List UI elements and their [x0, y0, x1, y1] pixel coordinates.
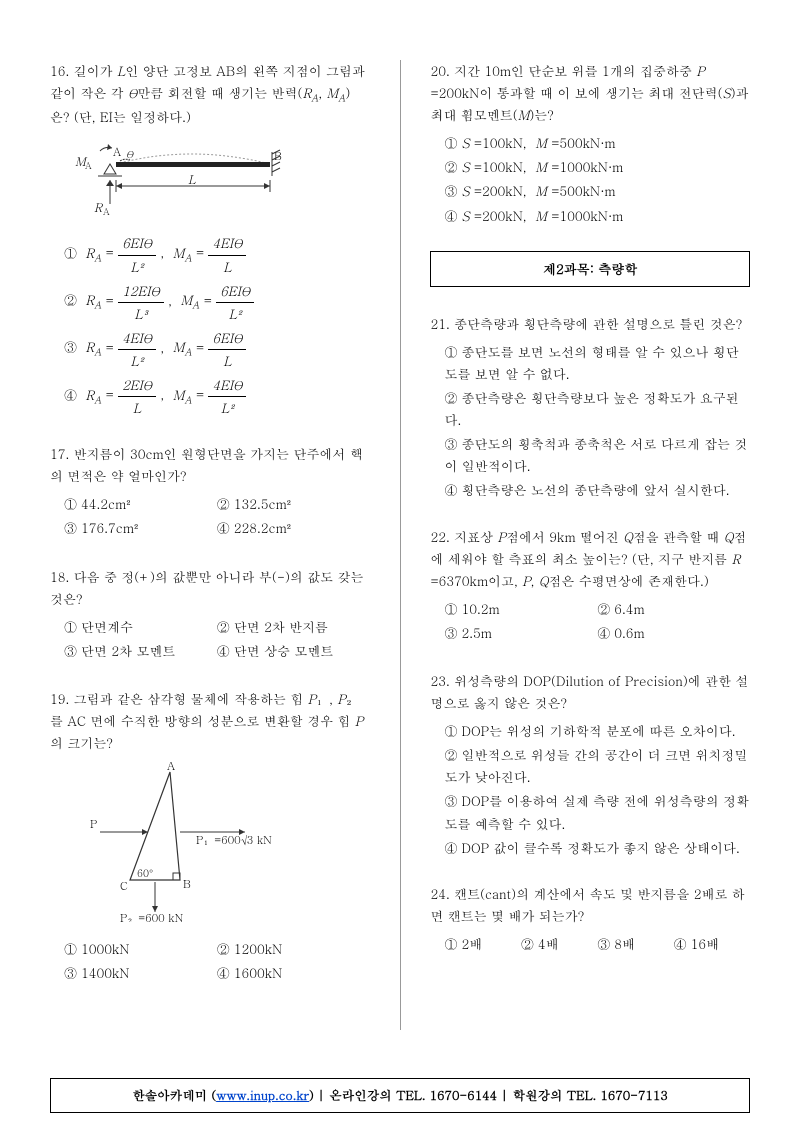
- q21-num: 21.: [430, 314, 449, 333]
- q17-opt2: ②132.5cm²: [217, 493, 370, 515]
- q16-options: ① RA = 6EIθL² , MA = 4EIθL ② RA = 12EIθL…: [50, 232, 370, 419]
- svg-text:L: L: [188, 171, 197, 188]
- svg-text:A: A: [113, 145, 121, 160]
- q19-opt1: ①1000kN: [64, 938, 217, 960]
- q22-text: 22. 지표상 P점에서 9km 떨어진 Q점을 관측할 때 Q점에 세워야 할…: [430, 526, 750, 592]
- svg-text:60°: 60°: [137, 866, 153, 880]
- question-23: 23. 위성측량의 DOP(Dilution of Precision)에 관한…: [430, 670, 750, 859]
- question-20: 20. 지간 10m인 단순보 위를 1개의 집중하중 P =200kN이 통과…: [430, 60, 750, 227]
- q24-opt3: ③8배: [597, 933, 673, 955]
- q20-opt4: ④S =200kN, M =1000kN·m: [444, 205, 750, 227]
- svg-text:B: B: [183, 877, 191, 892]
- question-18: 18. 다음 중 정(+)의 값뿐만 아니라 부(-)의 값도 갖는 것은? ①…: [50, 566, 370, 664]
- q16-opt4: ④ RA = 2EIθL , MA = 4EIθL²: [64, 374, 370, 419]
- question-21: 21. 종단측량과 횡단측량에 관한 설명으로 틀린 것은? ①종단도를 보면 …: [430, 313, 750, 502]
- q18-opt2: ②단면 2차 반지름: [217, 616, 370, 638]
- q17-text: 17. 반지름이 30cm인 원형단면을 가지는 단주에서 핵의 면적은 약 얼…: [50, 443, 370, 487]
- q17-opt1: ①44.2cm²: [64, 493, 217, 515]
- section-title: 제2과목: 측량학: [430, 251, 750, 287]
- footer-rest: ) | 온라인강의 TEL. 1670-6144 | 학원강의 TEL. 167…: [309, 1086, 668, 1104]
- q18-text: 18. 다음 중 정(+)의 값뿐만 아니라 부(-)의 값도 갖는 것은?: [50, 566, 370, 610]
- q20-opt1: ①S =100kN, M =500kN·m: [444, 132, 750, 154]
- svg-text:θ: θ: [126, 147, 134, 161]
- q18-opt4: ④단면 상승 모멘트: [217, 640, 370, 662]
- q18-opt1: ①단면계수: [64, 616, 217, 638]
- q24-opt1: ①2배: [444, 933, 520, 955]
- q22-opt3: ③2.5m: [444, 622, 597, 644]
- q22-num: 22.: [430, 527, 449, 546]
- q22-opt4: ④0.6m: [597, 622, 750, 644]
- q19-options: ①1000kN ②1200kN ③1400kN ④1600kN: [50, 938, 370, 986]
- footer-brand: 한솔아카데미 (: [132, 1086, 216, 1104]
- q23-text: 23. 위성측량의 DOP(Dilution of Precision)에 관한…: [430, 670, 750, 714]
- q19-opt2: ②1200kN: [217, 938, 370, 960]
- q20-text: 20. 지간 10m인 단순보 위를 1개의 집중하중 P =200kN이 통과…: [430, 60, 750, 126]
- q16-opt3: ③ RA = 4EIθL² , MA = 6EIθL: [64, 327, 370, 372]
- q21-text: 21. 종단측량과 횡단측량에 관한 설명으로 틀린 것은?: [430, 313, 750, 335]
- q17-opt3: ③176.7cm²: [64, 517, 217, 539]
- q23-opt4: ④DOP 값이 클수록 정확도가 좋지 않은 상태이다.: [444, 837, 750, 859]
- question-19: 19. 그림과 같은 삼각형 물체에 작용하는 힘 P₁, P₂를 AC 면에 …: [50, 688, 370, 987]
- question-16: 16. 길이가 L인 양단 고정보 AB의 왼쪽 지점이 그림과 같이 작은 각…: [50, 60, 370, 419]
- q21-options: ①종단도를 보면 노선의 형태를 알 수 있으나 횡단도를 보면 알 수 없다.…: [430, 341, 750, 502]
- q17-opt4: ④228.2cm²: [217, 517, 370, 539]
- q23-options: ①DOP는 위성의 기하학적 분포에 따른 오차이다. ②일반적으로 위성들 간…: [430, 720, 750, 859]
- q20-num: 20.: [430, 61, 449, 80]
- q20-opt3: ③S =200kN, M =500kN·m: [444, 180, 750, 202]
- page-columns: 16. 길이가 L인 양단 고정보 AB의 왼쪽 지점이 그림과 같이 작은 각…: [50, 60, 750, 1030]
- question-24: 24. 캔트(cant)의 계산에서 속도 및 반지름을 2배로 하면 캔트는 …: [430, 883, 750, 957]
- q24-num: 24.: [430, 884, 449, 903]
- q16-text: 16. 길이가 L인 양단 고정보 AB의 왼쪽 지점이 그림과 같이 작은 각…: [50, 60, 370, 128]
- label-p1: P₁=600√3 kN: [196, 833, 272, 848]
- question-22: 22. 지표상 P점에서 9km 떨어진 Q점을 관측할 때 Q점에 세워야 할…: [430, 526, 750, 646]
- label-p2: P₂=600 kN: [120, 911, 184, 922]
- q18-opt3: ③단면 2차 모멘트: [64, 640, 217, 662]
- q19-num: 19.: [50, 689, 69, 708]
- q23-opt3: ③DOP를 이용하여 실제 측량 전에 위성측량의 정확도를 예측할 수 있다.: [444, 790, 750, 834]
- q22-opt2: ②6.4m: [597, 598, 750, 620]
- q23-opt1: ①DOP는 위성의 기하학적 분포에 따른 오차이다.: [444, 720, 750, 742]
- q23-num: 23.: [430, 671, 449, 690]
- q24-opt4: ④16배: [674, 933, 750, 955]
- q21-opt2: ②종단측량은 횡단측량보다 높은 정확도가 요구된다.: [444, 387, 750, 431]
- q19-text: 19. 그림과 같은 삼각형 물체에 작용하는 힘 P₁, P₂를 AC 면에 …: [50, 688, 370, 754]
- q19-opt3: ③1400kN: [64, 962, 217, 984]
- right-column: 20. 지간 10m인 단순보 위를 1개의 집중하중 P =200kN이 통과…: [430, 60, 750, 1030]
- q17-num: 17.: [50, 444, 69, 463]
- q19-diagram: A B C 60° P P₁=600√3 kN P₂=600 kN: [70, 762, 370, 928]
- question-17: 17. 반지름이 30cm인 원형단면을 가지는 단주에서 핵의 면적은 약 얼…: [50, 443, 370, 541]
- q21-opt3: ③종단도의 횡축척과 종축척은 서로 다르게 잡는 것이 일반적이다.: [444, 433, 750, 477]
- q18-options: ①단면계수 ②단면 2차 반지름 ③단면 2차 모멘트 ④단면 상승 모멘트: [50, 616, 370, 664]
- left-column: 16. 길이가 L인 양단 고정보 AB의 왼쪽 지점이 그림과 같이 작은 각…: [50, 60, 370, 1030]
- svg-text:A: A: [103, 205, 110, 216]
- q20-options: ①S =100kN, M =500kN·m ②S =100kN, M =1000…: [430, 132, 750, 226]
- q22-opt1: ①10.2m: [444, 598, 597, 620]
- footer-link[interactable]: www.inup.co.kr: [216, 1086, 309, 1104]
- svg-text:C: C: [120, 879, 128, 894]
- page-footer: 한솔아카데미 (www.inup.co.kr) | 온라인강의 TEL. 167…: [50, 1078, 750, 1113]
- q18-num: 18.: [50, 567, 69, 586]
- q21-opt1: ①종단도를 보면 노선의 형태를 알 수 있으나 횡단도를 보면 알 수 없다.: [444, 341, 750, 385]
- svg-text:A: A: [167, 762, 175, 774]
- q24-opt2: ②4배: [521, 933, 597, 955]
- q17-options: ①44.2cm² ②132.5cm² ③176.7cm² ④228.2cm²: [50, 493, 370, 541]
- q21-opt4: ④횡단측량은 노선의 종단측량에 앞서 실시한다.: [444, 479, 750, 501]
- q16-num: 16.: [50, 61, 69, 80]
- q23-opt2: ②일반적으로 위성들 간의 공간이 더 크면 위치정밀도가 낮아진다.: [444, 744, 750, 788]
- q19-opt4: ④1600kN: [217, 962, 370, 984]
- q24-options: ①2배 ②4배 ③8배 ④16배: [430, 933, 750, 957]
- q22-options: ①10.2m ②6.4m ③2.5m ④0.6m: [430, 598, 750, 646]
- svg-text:P: P: [90, 817, 97, 832]
- q16-opt1: ① RA = 6EIθL² , MA = 4EIθL: [64, 232, 370, 277]
- q24-text: 24. 캔트(cant)의 계산에서 속도 및 반지름을 2배로 하면 캔트는 …: [430, 883, 750, 927]
- q16-opt2: ② RA = 12EIθL³ , MA = 6EIθL²: [64, 280, 370, 325]
- q16-diagram: MA A θ B RA: [70, 136, 370, 222]
- svg-text:A: A: [85, 159, 92, 172]
- column-divider: [400, 60, 401, 1030]
- q20-opt2: ②S =100kN, M =1000kN·m: [444, 156, 750, 178]
